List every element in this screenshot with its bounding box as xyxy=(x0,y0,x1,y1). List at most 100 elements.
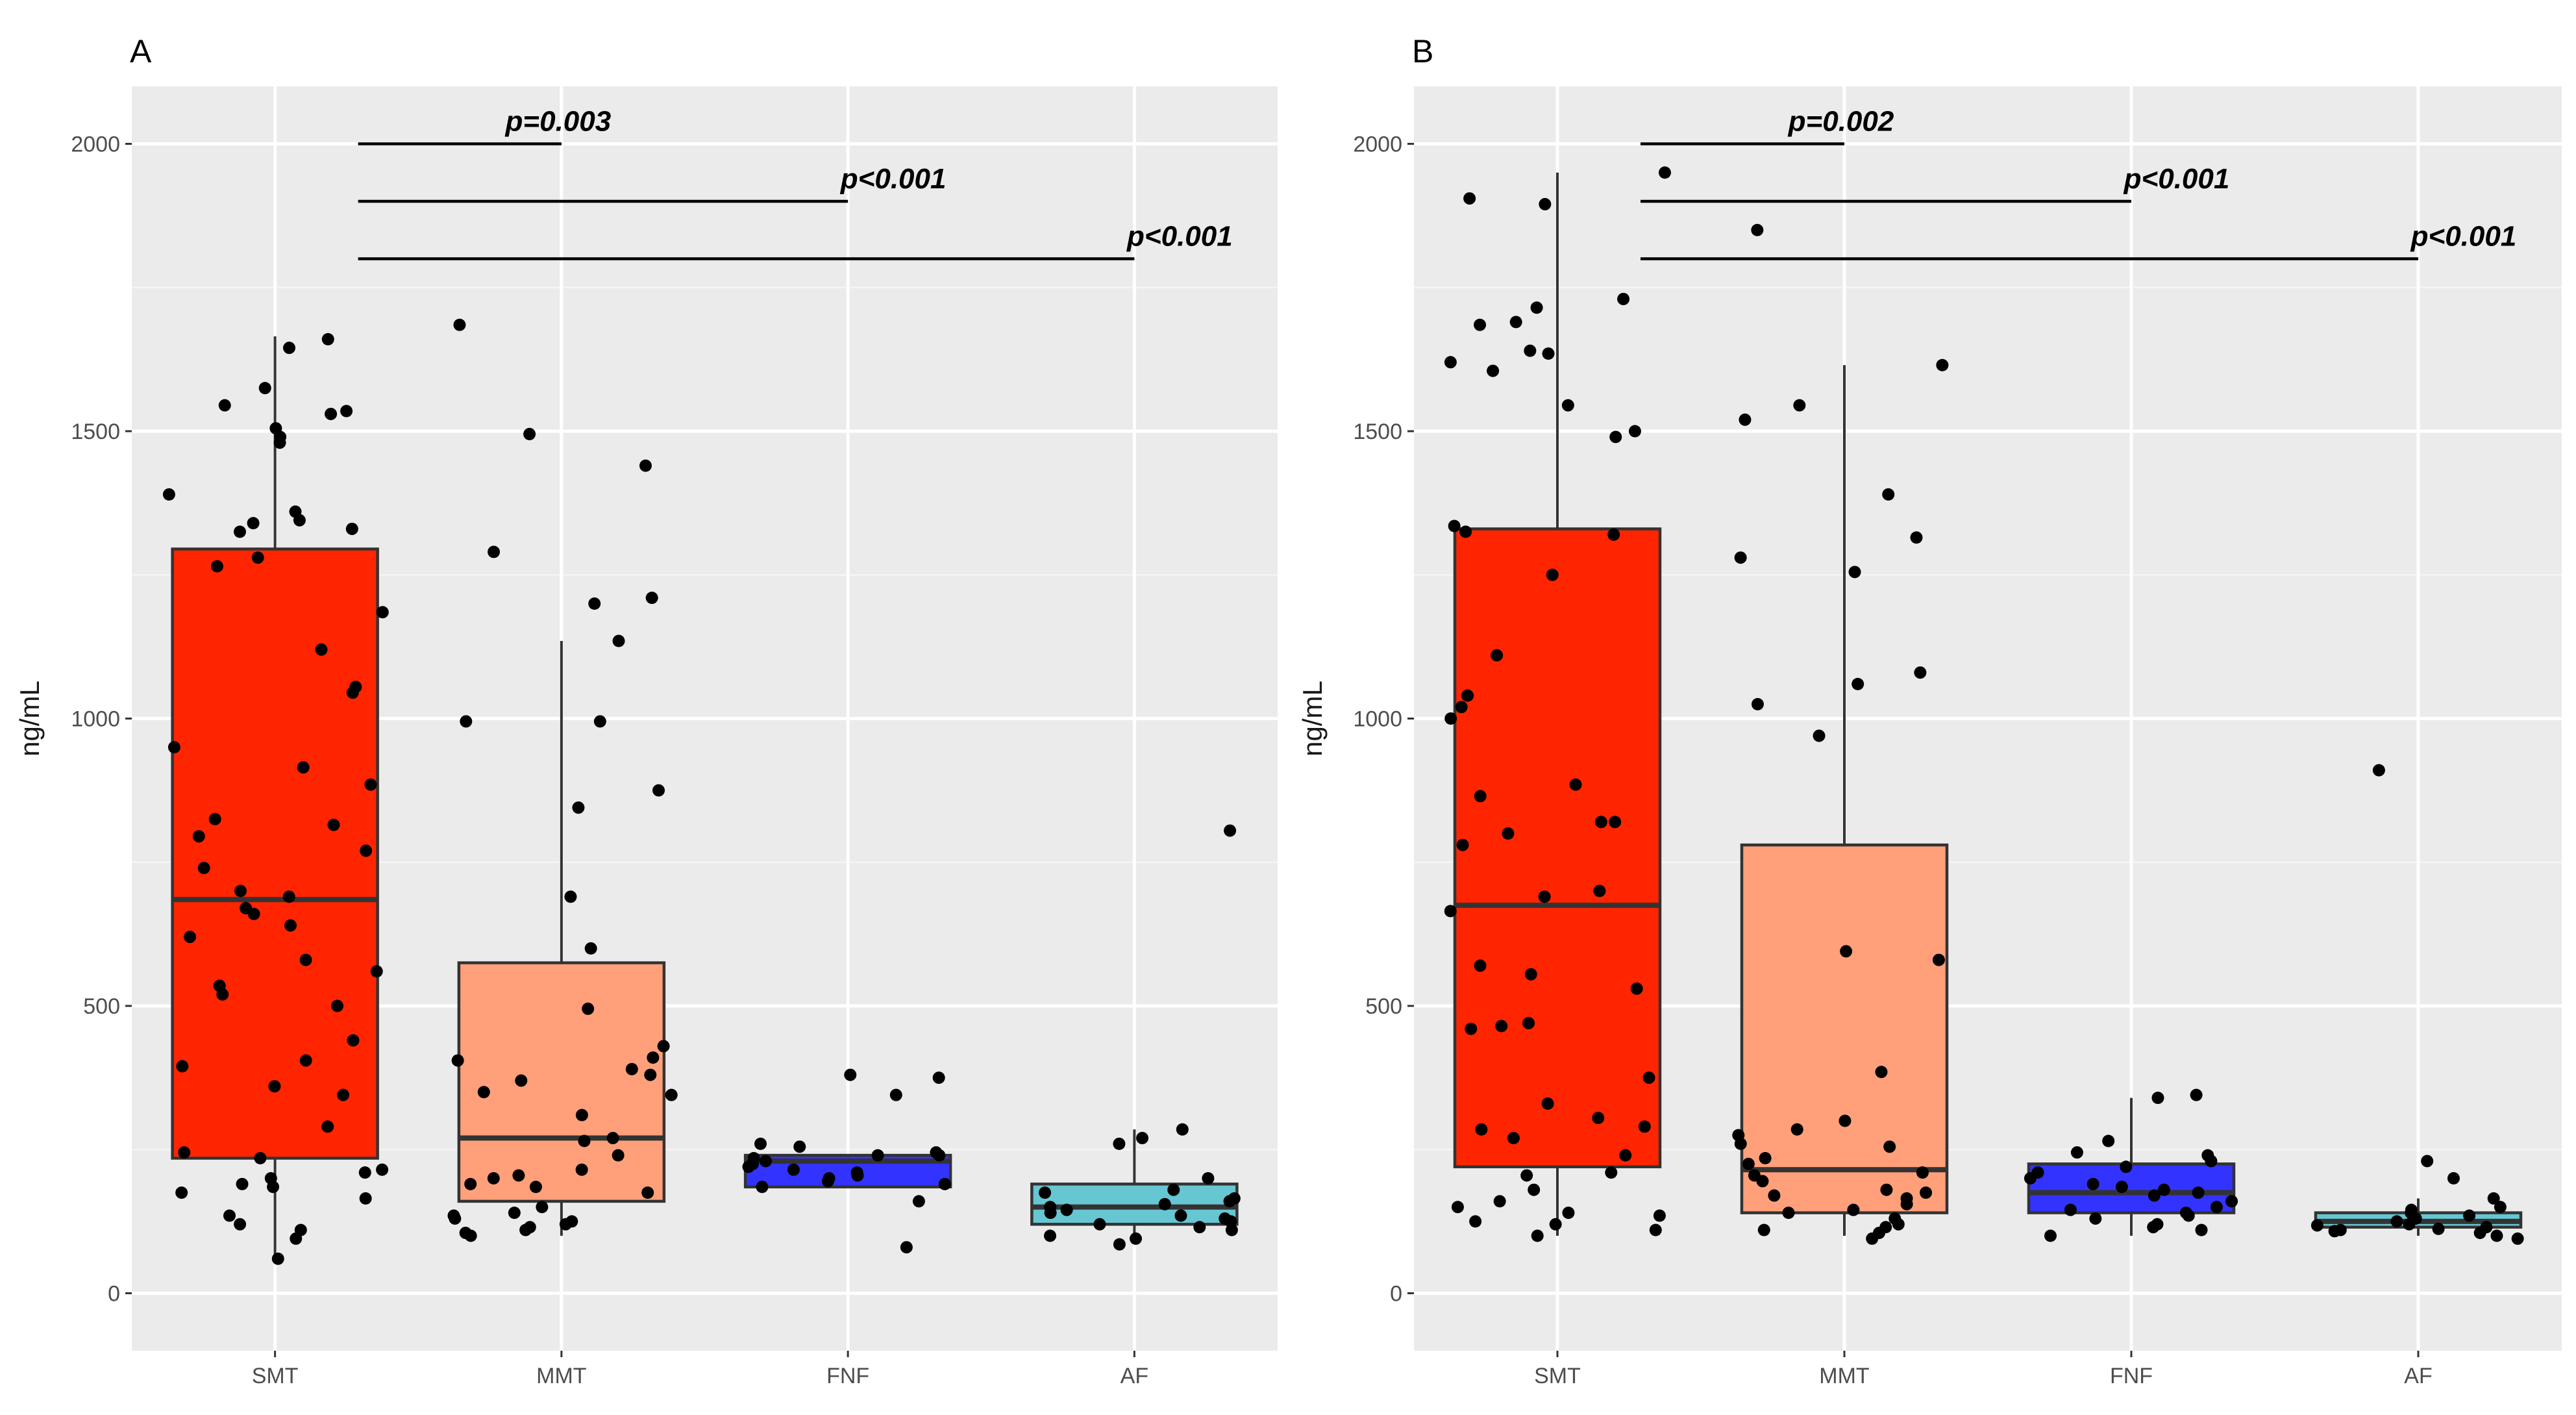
data-point xyxy=(284,919,297,932)
data-point xyxy=(1491,649,1504,662)
data-point xyxy=(2147,1221,2160,1234)
data-point xyxy=(376,1163,389,1176)
data-point xyxy=(1448,520,1461,532)
data-point xyxy=(1569,778,1582,791)
y-tick-label: 500 xyxy=(83,994,120,1019)
data-point xyxy=(515,1074,528,1087)
data-point xyxy=(283,342,296,355)
data-point xyxy=(2210,1201,2223,1214)
data-point xyxy=(1444,905,1457,918)
data-point xyxy=(297,761,310,774)
data-point xyxy=(2511,1232,2524,1245)
data-point xyxy=(1847,1203,1860,1216)
data-point xyxy=(1542,347,1555,360)
data-point xyxy=(254,1152,267,1165)
data-point xyxy=(273,436,286,449)
y-tick-label: 2000 xyxy=(1353,132,1402,157)
data-point xyxy=(1883,1140,1896,1153)
data-point xyxy=(1751,223,1764,236)
data-point xyxy=(889,1088,902,1101)
data-point xyxy=(299,1054,312,1067)
y-tick-label: 2000 xyxy=(71,132,120,157)
data-point xyxy=(1507,1132,1520,1145)
data-point xyxy=(1875,1066,1888,1079)
data-point xyxy=(1474,790,1487,803)
data-point xyxy=(223,1209,236,1222)
data-point xyxy=(331,999,344,1012)
data-point xyxy=(575,1163,588,1176)
data-point xyxy=(268,1080,281,1093)
data-point xyxy=(938,1177,951,1190)
data-point xyxy=(2064,1203,2077,1216)
data-point xyxy=(1044,1207,1057,1220)
data-point xyxy=(192,830,205,843)
data-point xyxy=(488,545,501,558)
data-point xyxy=(1130,1232,1143,1245)
data-point xyxy=(1113,1238,1126,1251)
data-point xyxy=(1609,431,1622,444)
data-point xyxy=(2310,1219,2323,1232)
data-point xyxy=(1642,1071,1655,1084)
data-point xyxy=(167,741,180,754)
data-point xyxy=(1734,551,1747,564)
data-point xyxy=(1474,959,1487,972)
data-point xyxy=(1649,1223,1662,1236)
data-point xyxy=(210,560,223,573)
x-tick-label: SMT xyxy=(1534,1364,1581,1388)
x-tick-label: MMT xyxy=(536,1364,586,1388)
data-point xyxy=(582,1002,595,1015)
data-point xyxy=(2120,1160,2133,1173)
data-point xyxy=(932,1071,945,1084)
data-point xyxy=(2473,1227,2486,1240)
data-point xyxy=(1607,528,1620,541)
data-point xyxy=(1546,568,1559,581)
data-point xyxy=(1528,1183,1541,1196)
data-point xyxy=(657,1040,670,1053)
box-mmt xyxy=(1740,843,1949,1214)
data-point xyxy=(487,1172,500,1184)
data-point xyxy=(1113,1137,1126,1150)
data-point xyxy=(2102,1134,2115,1147)
data-point xyxy=(644,1068,657,1081)
data-point xyxy=(933,1149,946,1162)
data-point xyxy=(1793,399,1806,412)
data-point xyxy=(2225,1195,2238,1208)
data-point xyxy=(760,1155,773,1168)
x-tick-label: AF xyxy=(1121,1364,1148,1388)
data-point xyxy=(234,884,247,897)
data-point xyxy=(1444,712,1457,725)
data-point xyxy=(912,1195,925,1208)
data-point xyxy=(1158,1197,1171,1210)
data-point xyxy=(359,1192,372,1205)
data-point xyxy=(1742,1157,1755,1170)
data-point xyxy=(299,953,312,966)
data-point xyxy=(756,1181,769,1194)
data-point xyxy=(1839,1114,1852,1127)
box-fnf xyxy=(2027,1162,2236,1214)
data-point xyxy=(2372,764,2385,777)
y-tick-label: 500 xyxy=(1365,994,1402,1019)
data-point xyxy=(258,382,271,395)
x-tick-label: MMT xyxy=(1819,1364,1869,1388)
data-point xyxy=(2390,1215,2403,1228)
data-point xyxy=(1605,1166,1618,1179)
data-point xyxy=(1487,364,1500,377)
data-point xyxy=(321,1120,334,1133)
data-point xyxy=(2089,1212,2102,1225)
data-point xyxy=(234,1218,247,1231)
data-point xyxy=(1093,1218,1106,1231)
data-point xyxy=(321,332,334,345)
data-point xyxy=(1882,488,1895,501)
box-mmt xyxy=(457,961,666,1203)
data-point xyxy=(2190,1088,2203,1101)
data-point xyxy=(208,812,221,825)
data-point xyxy=(742,1160,755,1173)
data-point xyxy=(1790,1123,1803,1136)
data-point xyxy=(1751,697,1764,710)
data-point xyxy=(900,1241,913,1254)
data-point xyxy=(1493,1195,1506,1208)
data-point xyxy=(251,551,264,564)
data-point xyxy=(1549,1218,1562,1231)
data-point xyxy=(1932,953,1945,966)
data-point xyxy=(197,862,210,875)
